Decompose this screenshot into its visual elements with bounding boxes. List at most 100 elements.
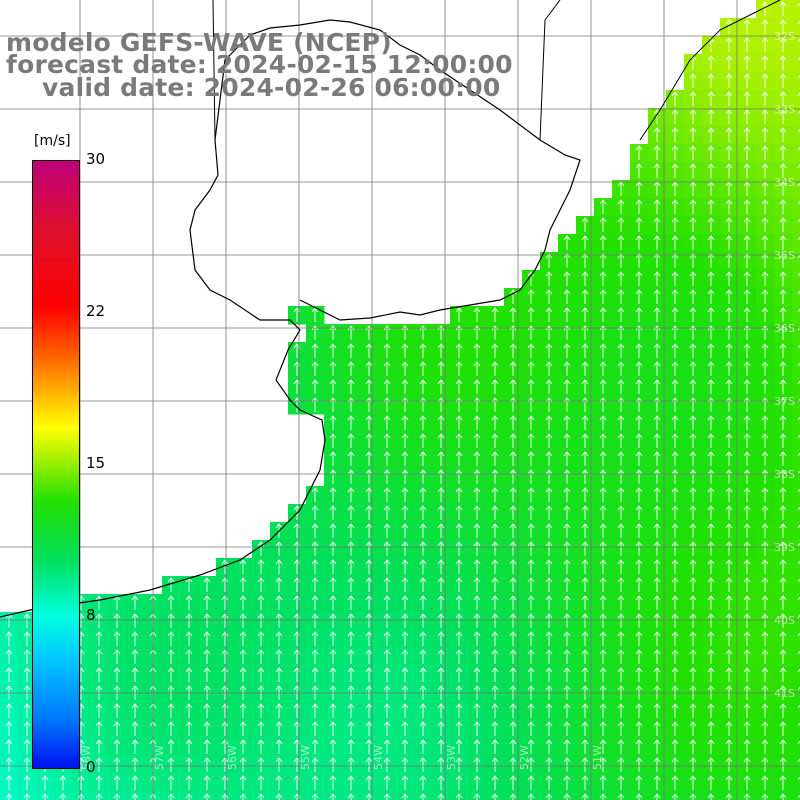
wind-arrow bbox=[707, 451, 715, 466]
wind-arrow bbox=[689, 793, 697, 800]
wind-arrow bbox=[167, 793, 175, 800]
wind-arrow bbox=[689, 559, 697, 574]
wind-arrow bbox=[383, 559, 391, 574]
wind-arrow bbox=[599, 631, 607, 646]
latitude-label: 41S bbox=[774, 687, 795, 700]
wind-speed-cell bbox=[792, 108, 800, 127]
wind-arrow bbox=[779, 559, 787, 574]
wind-arrow bbox=[635, 721, 643, 736]
wind-arrow bbox=[635, 631, 643, 646]
wind-arrow bbox=[113, 793, 121, 800]
wind-arrow bbox=[419, 577, 427, 592]
wind-arrow bbox=[779, 703, 787, 718]
wind-arrow bbox=[599, 217, 607, 232]
wind-arrow bbox=[473, 433, 481, 448]
wind-arrow bbox=[743, 55, 751, 70]
wind-arrow bbox=[581, 559, 589, 574]
wind-arrow bbox=[599, 235, 607, 250]
wind-arrow bbox=[509, 307, 517, 322]
wind-arrow bbox=[797, 290, 800, 295]
wind-arrow bbox=[725, 235, 733, 250]
wind-arrow bbox=[689, 217, 697, 232]
wind-arrow bbox=[779, 631, 787, 646]
wind-arrow bbox=[185, 703, 193, 718]
wind-arrow bbox=[797, 632, 800, 637]
wind-arrow bbox=[761, 55, 769, 70]
wind-arrow bbox=[131, 739, 139, 754]
wind-arrow bbox=[527, 451, 535, 466]
wind-arrow bbox=[761, 487, 769, 502]
wind-arrow bbox=[725, 415, 733, 430]
wind-arrow bbox=[221, 775, 229, 790]
wind-arrow bbox=[743, 73, 751, 88]
wind-arrow bbox=[203, 703, 211, 718]
wind-arrow bbox=[617, 667, 625, 682]
wind-arrow bbox=[383, 649, 391, 664]
wind-arrow bbox=[689, 433, 697, 448]
wind-arrow bbox=[689, 415, 697, 430]
wind-arrow bbox=[95, 613, 103, 628]
wind-arrow bbox=[437, 703, 445, 718]
wind-arrow bbox=[491, 721, 499, 736]
wind-speed-cell bbox=[792, 162, 800, 181]
wind-arrow bbox=[419, 775, 427, 790]
wind-arrow bbox=[257, 577, 265, 592]
wind-arrow bbox=[275, 559, 283, 574]
wind-arrow bbox=[509, 739, 517, 754]
wind-arrow bbox=[275, 757, 283, 772]
wind-arrow bbox=[743, 703, 751, 718]
wind-arrow bbox=[473, 757, 481, 772]
longitude-label: 56W bbox=[226, 745, 239, 770]
wind-arrow bbox=[653, 379, 661, 394]
wind-arrow bbox=[419, 649, 427, 664]
wind-arrow bbox=[401, 505, 409, 520]
wind-arrow bbox=[725, 343, 733, 358]
wind-arrow bbox=[401, 739, 409, 754]
wind-arrow bbox=[95, 631, 103, 646]
wind-arrow bbox=[653, 667, 661, 682]
wind-arrow bbox=[617, 415, 625, 430]
wind-arrow bbox=[797, 92, 800, 97]
wind-arrow bbox=[311, 559, 319, 574]
wind-arrow bbox=[635, 667, 643, 682]
inland-border bbox=[212, 0, 781, 141]
valid-date: valid date: 2024-02-26 06:00:00 bbox=[42, 73, 501, 102]
colorbar-units: [m/s] bbox=[34, 133, 71, 149]
wind-arrow bbox=[167, 649, 175, 664]
wind-arrow bbox=[581, 451, 589, 466]
wind-arrow bbox=[725, 793, 733, 800]
wind-arrow bbox=[527, 739, 535, 754]
wind-arrow bbox=[257, 721, 265, 736]
wind-arrow bbox=[527, 505, 535, 520]
wind-arrow bbox=[725, 217, 733, 232]
wind-arrow bbox=[365, 649, 373, 664]
wind-arrow bbox=[761, 91, 769, 106]
wind-arrow bbox=[329, 343, 337, 358]
wind-arrow bbox=[761, 163, 769, 178]
wind-arrow bbox=[203, 721, 211, 736]
wind-speed-cell bbox=[792, 558, 800, 577]
wind-arrow bbox=[599, 559, 607, 574]
wind-arrow bbox=[689, 469, 697, 484]
wind-arrow bbox=[563, 361, 571, 376]
wind-arrow bbox=[203, 631, 211, 646]
wind-arrow bbox=[113, 721, 121, 736]
wind-arrow bbox=[797, 470, 800, 475]
wind-arrow bbox=[725, 253, 733, 268]
wind-arrow bbox=[743, 667, 751, 682]
wind-arrow bbox=[635, 361, 643, 376]
wind-arrow bbox=[311, 361, 319, 376]
wind-arrow bbox=[491, 307, 499, 322]
wind-arrow bbox=[419, 631, 427, 646]
wind-arrow bbox=[491, 649, 499, 664]
wind-speed-cell bbox=[792, 180, 800, 199]
wind-arrow bbox=[761, 451, 769, 466]
wind-arrow bbox=[761, 289, 769, 304]
wind-arrow bbox=[689, 613, 697, 628]
wind-arrow bbox=[761, 793, 769, 800]
wind-arrow bbox=[707, 289, 715, 304]
wind-arrow bbox=[779, 451, 787, 466]
wind-arrow bbox=[509, 523, 517, 538]
wind-arrow bbox=[671, 469, 679, 484]
